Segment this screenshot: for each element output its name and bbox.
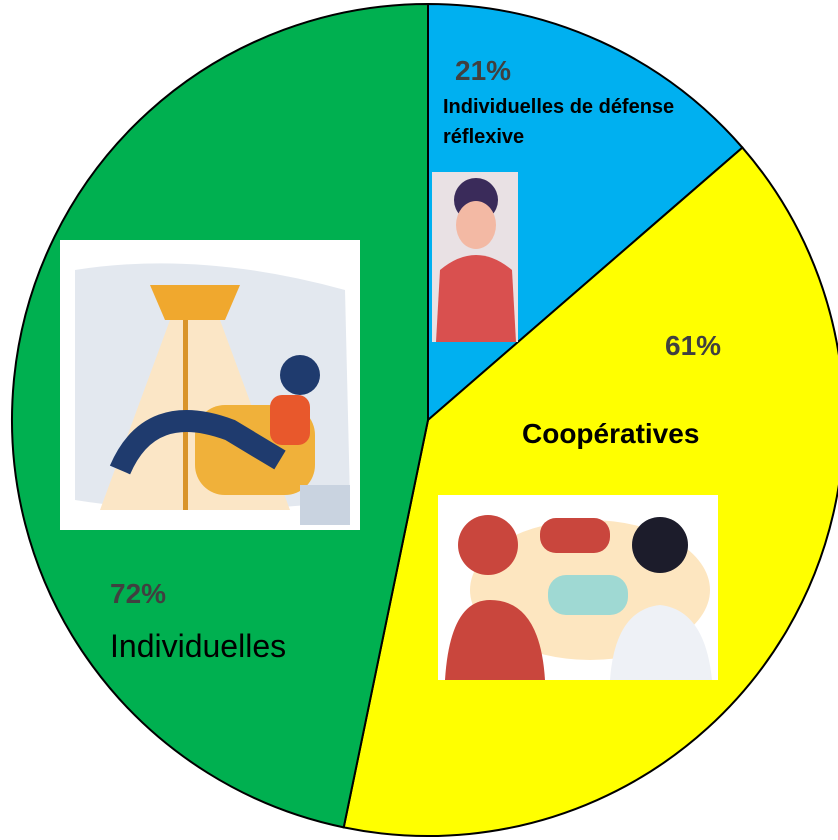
illustration-conversation (438, 495, 718, 680)
chart (0, 0, 838, 840)
value-label: 21% (455, 55, 511, 87)
illustration-covering-face (432, 172, 518, 342)
slice-label: Individuelles de défense réflexive (443, 92, 683, 152)
illustration-reading (60, 240, 360, 530)
slice-label: Coopératives (522, 418, 699, 450)
value-label: 72% (110, 578, 166, 610)
value-label: 61% (665, 330, 721, 362)
page: 21% Individuelles de défense réflexive 6… (0, 0, 838, 840)
slice-label: Individuelles (110, 628, 286, 665)
